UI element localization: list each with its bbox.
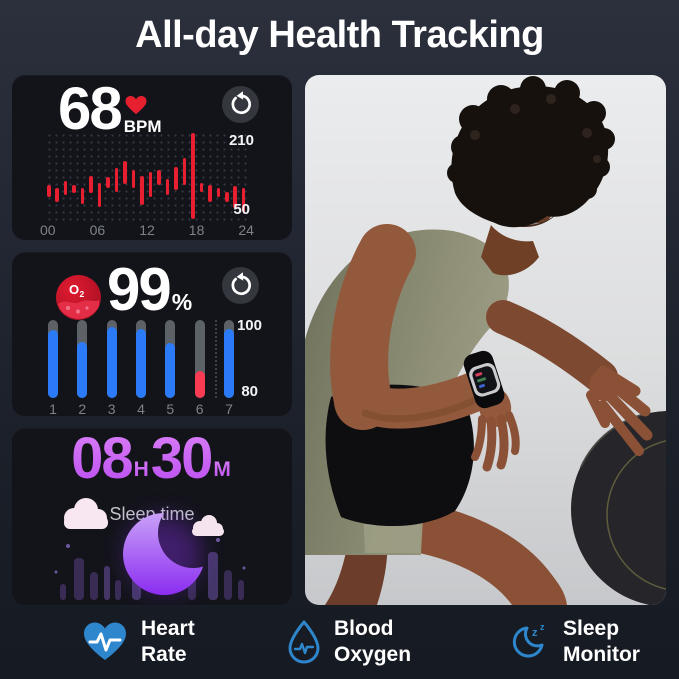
- hr-chart-bar: [47, 185, 51, 197]
- lifestyle-photo-basketball: [305, 75, 666, 605]
- hr-chart-bar: [89, 175, 93, 194]
- spo2-chart: [48, 320, 234, 398]
- spo2-x-tick: 7: [225, 401, 233, 417]
- hr-axis-min: 50: [233, 201, 250, 218]
- spo2-divider-line: [215, 320, 217, 398]
- hr-chart-bar: [182, 157, 187, 186]
- heart-rate-chart: [46, 132, 247, 221]
- hr-chart-bar: [208, 184, 212, 203]
- sleep-hours-unit: H: [133, 458, 149, 481]
- hr-chart-bar: [233, 186, 237, 208]
- page-title: All-day Health Tracking: [135, 14, 544, 56]
- spo2-axis-min: 80: [241, 383, 258, 400]
- sleep-illustration: [54, 498, 246, 600]
- hr-chart-bar: [216, 188, 221, 197]
- hr-chart-bar: [199, 182, 204, 192]
- spo2-chart-bar: [135, 320, 146, 398]
- spo2-x-tick: 4: [137, 401, 145, 417]
- hr-chart-bar: [148, 172, 153, 197]
- star-dots-icon: [54, 538, 246, 574]
- sleep-minutes: 30: [150, 426, 213, 491]
- sleep-card: 08 H 30 M Sleep time: [12, 428, 292, 605]
- feature-label: Monitor: [563, 643, 640, 666]
- refresh-icon[interactable]: [222, 267, 259, 304]
- hr-chart-bar: [123, 161, 127, 185]
- spo2-chart-bar: [48, 320, 58, 398]
- blood-oxygen-icon: [288, 620, 320, 664]
- hr-chart-bar: [241, 188, 246, 213]
- hr-chart-bar: [114, 168, 119, 192]
- hr-chart-bar: [174, 166, 178, 190]
- heart-rate-reading: 68 BPM: [58, 79, 162, 139]
- blood-oxygen-card: O 2 99 % 100 80 1 2 3 4 5 6 7: [12, 252, 292, 417]
- sleep-minutes-unit: M: [213, 458, 231, 481]
- hr-chart-bar: [106, 177, 110, 189]
- hr-axis-max: 210: [228, 132, 254, 149]
- hr-chart-bar: [225, 191, 229, 203]
- heart-icon: [125, 95, 147, 115]
- svg-text:2: 2: [80, 289, 85, 299]
- hr-x-tick: 24: [238, 222, 254, 238]
- hr-chart-bar: [165, 179, 170, 196]
- spo2-x-tick: 3: [107, 401, 116, 417]
- spo2-x-tick: 2: [78, 401, 87, 417]
- oxygen-icon: O 2: [56, 275, 101, 320]
- sleep-hours: 08: [71, 426, 133, 491]
- feature-blood-oxygen: Blood Oxygen: [287, 616, 411, 668]
- feature-heart-rate: Heart Rate: [82, 616, 195, 668]
- spo2-axis-max: 100: [236, 317, 262, 334]
- heart-rate-card: 68 BPM 210 50 00 06 12 18 24: [12, 75, 292, 240]
- hr-chart-bar: [157, 170, 161, 185]
- feature-label: Oxygen: [334, 643, 412, 666]
- feature-label: Heart: [141, 617, 195, 640]
- feature-label: Rate: [141, 643, 187, 666]
- heart-rate-unit: BPM: [123, 117, 162, 136]
- hr-x-axis: 00 06 12 18 24: [40, 222, 254, 238]
- spo2-reading: O 2 99 %: [56, 260, 192, 320]
- spo2-chart-bar: [165, 320, 176, 398]
- svg-text:z: z: [532, 627, 538, 639]
- svg-text:O: O: [69, 282, 79, 297]
- spo2-x-axis: 1 2 3 4 5 6 7: [48, 401, 234, 417]
- spo2-chart-bar: [77, 320, 88, 398]
- hr-chart-bar: [55, 188, 59, 203]
- hr-chart-bar: [97, 182, 102, 207]
- refresh-icon[interactable]: [222, 86, 259, 123]
- basketball: [571, 411, 666, 605]
- spo2-x-tick: 6: [195, 401, 204, 417]
- sleep-monitor-icon: z z: [512, 622, 545, 658]
- spo2-unit: %: [171, 289, 193, 315]
- hr-chart-bar: [80, 188, 85, 205]
- hr-x-tick: 12: [139, 222, 155, 238]
- cloud-icon: [192, 515, 224, 536]
- crescent-moon-icon: [123, 513, 205, 595]
- heart-rate-icon: [84, 622, 126, 660]
- spo2-value: 99: [107, 256, 172, 323]
- hr-x-tick: 00: [40, 222, 56, 238]
- hr-x-tick: 06: [89, 222, 106, 238]
- hr-chart-bar: [63, 180, 68, 196]
- spo2-chart-bar: [223, 320, 234, 398]
- smartwatch: [463, 350, 505, 409]
- spo2-x-tick: 1: [49, 401, 57, 417]
- cloud-icon: [64, 498, 108, 529]
- spo2-chart-bar: [194, 320, 205, 398]
- hr-x-tick: 18: [188, 222, 205, 238]
- hr-chart-bar: [131, 170, 136, 189]
- svg-text:z: z: [540, 622, 545, 632]
- hr-chart-bar: [72, 184, 76, 193]
- sleep-duration: 08 H 30 M: [12, 430, 292, 488]
- spo2-chart-bar: [106, 320, 117, 398]
- hr-chart-bar: [140, 175, 144, 205]
- hr-chart-bar: [191, 132, 195, 220]
- feature-label: Blood: [334, 617, 394, 640]
- heart-rate-value: 68: [58, 75, 123, 142]
- feature-label: Sleep: [563, 617, 620, 640]
- spo2-x-tick: 5: [166, 401, 175, 417]
- feature-sleep-monitor: z z Sleep Monitor: [508, 616, 640, 668]
